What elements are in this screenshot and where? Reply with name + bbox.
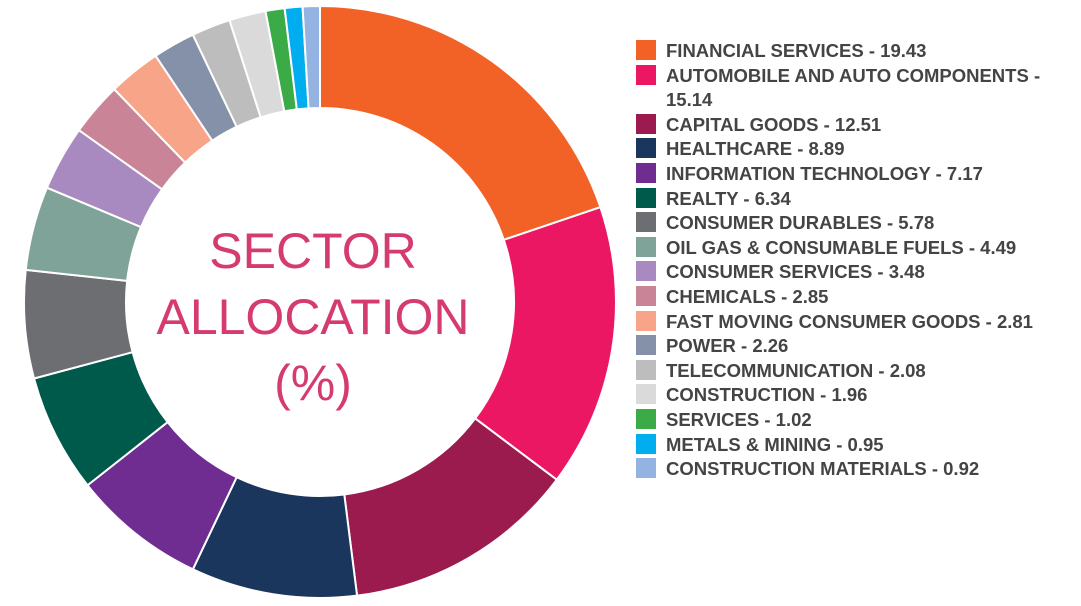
legend-item: REALTY - 6.34	[636, 187, 1076, 212]
chart-legend: FINANCIAL SERVICES - 19.43 AUTOMOBILE AND…	[636, 39, 1076, 482]
legend-swatch	[636, 162, 656, 183]
legend-label: POWER - 2.26	[666, 335, 789, 357]
donut-slice	[301, 4, 321, 110]
chart-title-line-2: ALLOCATION	[156, 289, 470, 345]
legend-label: REALTY - 6.34	[666, 187, 791, 209]
legend-item: CONSUMER SERVICES - 3.48	[636, 260, 1076, 285]
legend-swatch	[636, 40, 656, 60]
legend-swatch	[636, 187, 656, 208]
legend-label: AUTOMOBILE AND AUTO COMPONENTS - 15.14	[666, 64, 1041, 111]
legend-swatch	[636, 359, 656, 380]
legend-label: CONSUMER DURABLES - 5.78	[666, 212, 935, 234]
legend-item: CONSUMER DURABLES - 5.78	[636, 211, 1076, 236]
legend-item: POWER - 2.26	[636, 334, 1076, 359]
chart-title-line-3: (%)	[274, 355, 352, 411]
legend-label: INFORMATION TECHNOLOGY - 7.17	[666, 162, 983, 184]
legend-label: HEALTHCARE - 8.89	[666, 138, 845, 160]
legend-swatch	[636, 408, 656, 429]
legend-label: CONSTRUCTION - 1.96	[666, 384, 868, 406]
legend-item: CONSTRUCTION - 1.96	[636, 383, 1076, 408]
legend-swatch	[636, 261, 656, 282]
legend-item: HEALTHCARE - 8.89	[636, 137, 1076, 162]
legend-label: CONSTRUCTION MATERIALS - 0.92	[666, 458, 980, 480]
donut-slice	[319, 4, 602, 242]
legend-swatch	[636, 310, 656, 331]
legend-item: INFORMATION TECHNOLOGY - 7.17	[636, 162, 1076, 187]
legend-label: CAPITAL GOODS - 12.51	[666, 113, 882, 135]
chart-title: SECTOR ALLOCATION (%)	[110, 218, 516, 416]
legend-item: CHEMICALS - 2.85	[636, 285, 1076, 310]
legend-item: TELECOMMUNICATION - 2.08	[636, 359, 1076, 384]
legend-label: CHEMICALS - 2.85	[666, 285, 829, 307]
legend-label: METALS & MINING - 0.95	[666, 433, 884, 455]
legend-swatch	[636, 433, 656, 454]
legend-swatch	[636, 64, 656, 85]
legend-item: FINANCIAL SERVICES - 19.43	[636, 39, 1076, 64]
legend-item: FAST MOVING CONSUMER GOODS - 2.81	[636, 310, 1076, 335]
legend-swatch	[636, 138, 656, 159]
legend-item: OIL GAS & CONSUMABLE FUELS - 4.49	[636, 236, 1076, 261]
legend-label: CONSUMER SERVICES - 3.48	[666, 261, 925, 283]
legend-item: METALS & MINING - 0.95	[636, 433, 1076, 458]
legend-swatch	[636, 335, 656, 356]
donut-chart	[23, 4, 617, 599]
legend-label: FAST MOVING CONSUMER GOODS - 2.81	[666, 310, 1033, 332]
legend-swatch	[636, 113, 656, 134]
legend-swatch	[636, 285, 656, 306]
chart-title-line-1: SECTOR	[209, 223, 417, 279]
legend-item: SERVICES - 1.02	[636, 408, 1076, 433]
legend-label: TELECOMMUNICATION - 2.08	[666, 359, 926, 381]
legend-item: CAPITAL GOODS - 12.51	[636, 113, 1076, 138]
legend-item: AUTOMOBILE AND AUTO COMPONENTS - 15.14	[636, 64, 1076, 113]
legend-swatch	[636, 212, 656, 233]
legend-label: OIL GAS & CONSUMABLE FUELS - 4.49	[666, 236, 1017, 258]
legend-label: SERVICES - 1.02	[666, 408, 812, 430]
legend-swatch	[636, 458, 656, 479]
legend-label: FINANCIAL SERVICES - 19.43	[666, 40, 927, 61]
legend-swatch	[636, 384, 656, 405]
legend-item: CONSTRUCTION MATERIALS - 0.92	[636, 457, 1076, 482]
legend-swatch	[636, 236, 656, 257]
